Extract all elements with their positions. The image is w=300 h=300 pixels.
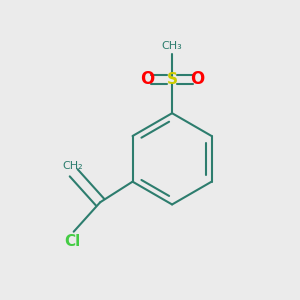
Text: O: O [140,70,154,88]
Text: CH₃: CH₃ [162,41,182,51]
Text: S: S [167,72,178,87]
Text: CH₂: CH₂ [62,161,82,171]
Text: Cl: Cl [64,234,80,249]
Text: O: O [190,70,204,88]
